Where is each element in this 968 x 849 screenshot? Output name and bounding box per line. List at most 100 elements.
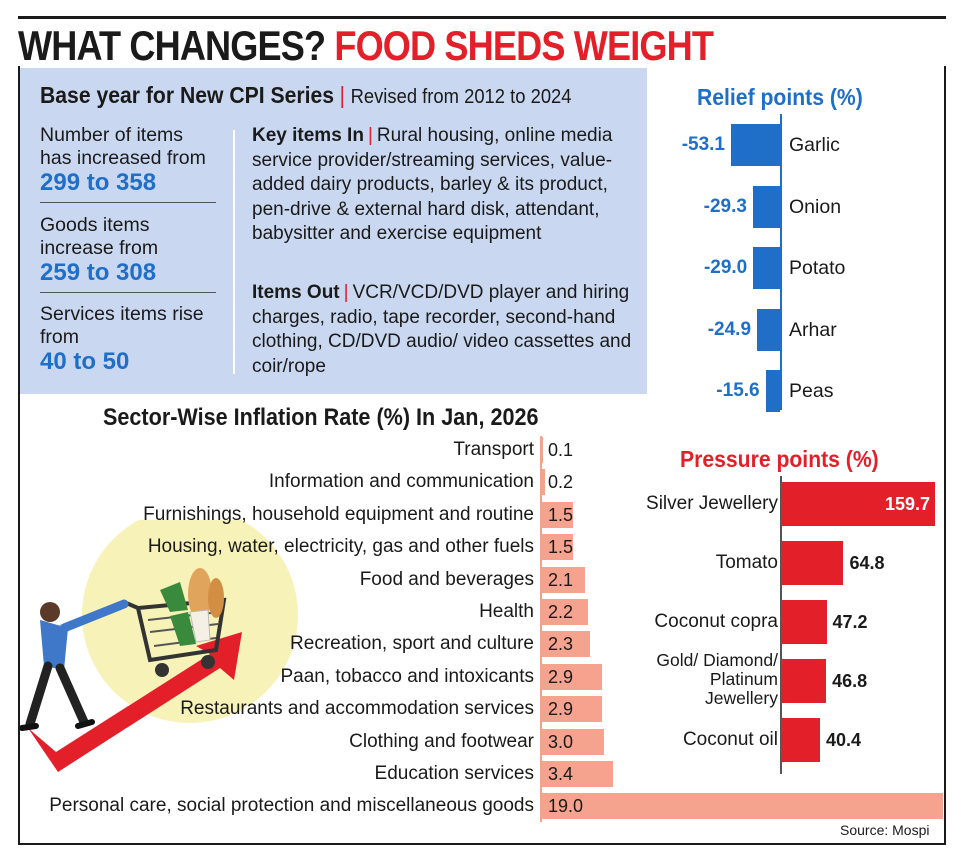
pressure-label-line: Gold/ Diamond/ [656, 650, 778, 670]
pressure-title: Pressure points (%) [680, 446, 879, 472]
relief-label: Arhar [789, 318, 837, 341]
pressure-value: 46.8 [832, 671, 868, 691]
cpi-info-box [20, 68, 647, 394]
items-in-label: Key items In [252, 125, 364, 146]
relief-label: Peas [789, 380, 834, 402]
pressure-value: 159.7 [885, 494, 931, 514]
sector-value: 1.5 [548, 504, 574, 525]
stat-services-text: Services items rise from [40, 303, 204, 348]
sector-value: 0.2 [548, 472, 574, 493]
stat-goods-text: Goods items increase from [40, 214, 159, 259]
items-out-text: VCR/VCD/DVD player and hiring charges, r… [252, 282, 632, 377]
pressure-bar [781, 482, 935, 526]
relief-bar [765, 370, 780, 412]
pressure-bar [781, 718, 820, 762]
relief-value: -24.9 [707, 318, 752, 340]
sector-bar [541, 469, 546, 496]
pressure-label-line: Silver Jewellery [646, 493, 778, 514]
items-out-label: Items Out [252, 282, 340, 303]
pressure-label: Tomato [716, 541, 778, 585]
relief-value: -15.6 [716, 380, 760, 401]
headline-part2: FOOD SHEDS WEIGHT [334, 22, 714, 69]
source-note: Source: Mospi [840, 822, 930, 838]
sector-value: 2.9 [548, 699, 574, 720]
sector-value: 19.0 [548, 796, 584, 817]
sector-value: 3.0 [548, 731, 574, 752]
items-out: Items Out | VCR/VCD/DVD player and hiring … [252, 281, 642, 379]
sector-bar [541, 534, 573, 561]
sector-label: Food and beverages [359, 568, 534, 590]
sector-label: Clothing and footwear [349, 730, 534, 752]
sector-label: Paan, tobacco and intoxicants [280, 665, 534, 687]
frame-left-rule [18, 66, 20, 844]
relief-value: -29.0 [703, 257, 748, 278]
cpi-subtitle: Revised from 2012 to 2024 [350, 86, 572, 108]
sector-bar [541, 599, 588, 625]
sector-label: Transport [453, 439, 534, 460]
pressure-bar [781, 600, 827, 644]
frame-bottom-rule [18, 843, 946, 845]
sector-bar [541, 437, 544, 463]
sector-bar [541, 631, 590, 658]
sector-label: Housing, water, electricity, gas and oth… [147, 536, 534, 558]
pressure-value: 64.8 [849, 553, 885, 573]
sector-value: 0.1 [548, 440, 574, 460]
pressure-label: Silver Jewellery [646, 482, 778, 526]
relief-axis [780, 114, 782, 410]
stat-divider [40, 292, 216, 293]
stat-items-text: Number of items has increased from [40, 124, 206, 169]
pressure-value: 47.2 [832, 612, 868, 632]
pressure-bar [781, 541, 844, 585]
relief-value: -29.3 [703, 195, 747, 217]
pressure-label: Coconut oil [683, 718, 778, 762]
items-out-separator: | [343, 282, 349, 303]
pressure-label: Gold/ Diamond/Platinum Jewellery [656, 651, 778, 708]
stat-goods-value: 259 to 308 [40, 259, 157, 286]
items-in-separator: | [367, 125, 373, 146]
pressure-label-line: Jewellery [705, 688, 778, 708]
sector-axis [540, 436, 542, 822]
column-divider [233, 130, 235, 374]
sector-label: Furnishings, household equipment and rou… [143, 503, 534, 525]
relief-bar [752, 185, 780, 228]
sector-bar [541, 696, 603, 723]
top-rule [18, 16, 946, 19]
pressure-label-line: Platinum [709, 669, 778, 689]
pressure-label-line: Coconut copra [654, 611, 778, 632]
cpi-title-text: Base year for New CPI Series [40, 82, 335, 108]
sector-value: 3.4 [548, 764, 574, 784]
sector-bar [541, 566, 586, 593]
cpi-title: Base year for New CPI Series | Revised fro… [40, 82, 572, 109]
sector-label: Personal care, social protection and mis… [49, 795, 534, 817]
sector-chart-title: Sector-Wise Inflation Rate (%) In Jan, 2… [103, 404, 539, 431]
cpi-title-separator: | [339, 82, 346, 108]
pressure-label-line: Tomato [715, 552, 778, 573]
sector-bar [541, 761, 613, 787]
sector-label: Recreation, sport and culture [290, 633, 534, 655]
relief-bar [757, 308, 780, 351]
sector-bar [541, 663, 603, 690]
sector-value: 2.2 [548, 602, 574, 622]
relief-bar [731, 124, 780, 166]
relief-label: Garlic [789, 134, 840, 156]
sector-label: Education services [374, 763, 534, 784]
stat-divider [40, 202, 216, 203]
pressure-bar [781, 659, 827, 703]
sector-value: 2.3 [548, 634, 574, 655]
sector-bar [541, 501, 573, 528]
pressure-value: 40.4 [825, 730, 861, 750]
relief-label: Potato [789, 257, 846, 279]
stat-items: Number of items has increased from 299 t… [40, 124, 216, 196]
pressure-axis [780, 476, 782, 774]
stat-services-value: 40 to 50 [40, 348, 130, 375]
sector-value: 2.1 [548, 569, 574, 590]
headline: WHAT CHANGES? FOOD SHEDS WEIGHT [18, 22, 714, 70]
items-in: Key items In | Rural housing, online media… [252, 124, 642, 247]
person-icon [20, 599, 129, 731]
frame-right-rule [944, 66, 946, 844]
relief-title: Relief points (%) [697, 84, 863, 110]
sector-label: Restaurants and accommodation services [180, 698, 534, 720]
sector-bar [541, 728, 605, 755]
relief-label: Onion [789, 195, 842, 218]
pressure-label-line: Coconut oil [682, 729, 778, 750]
